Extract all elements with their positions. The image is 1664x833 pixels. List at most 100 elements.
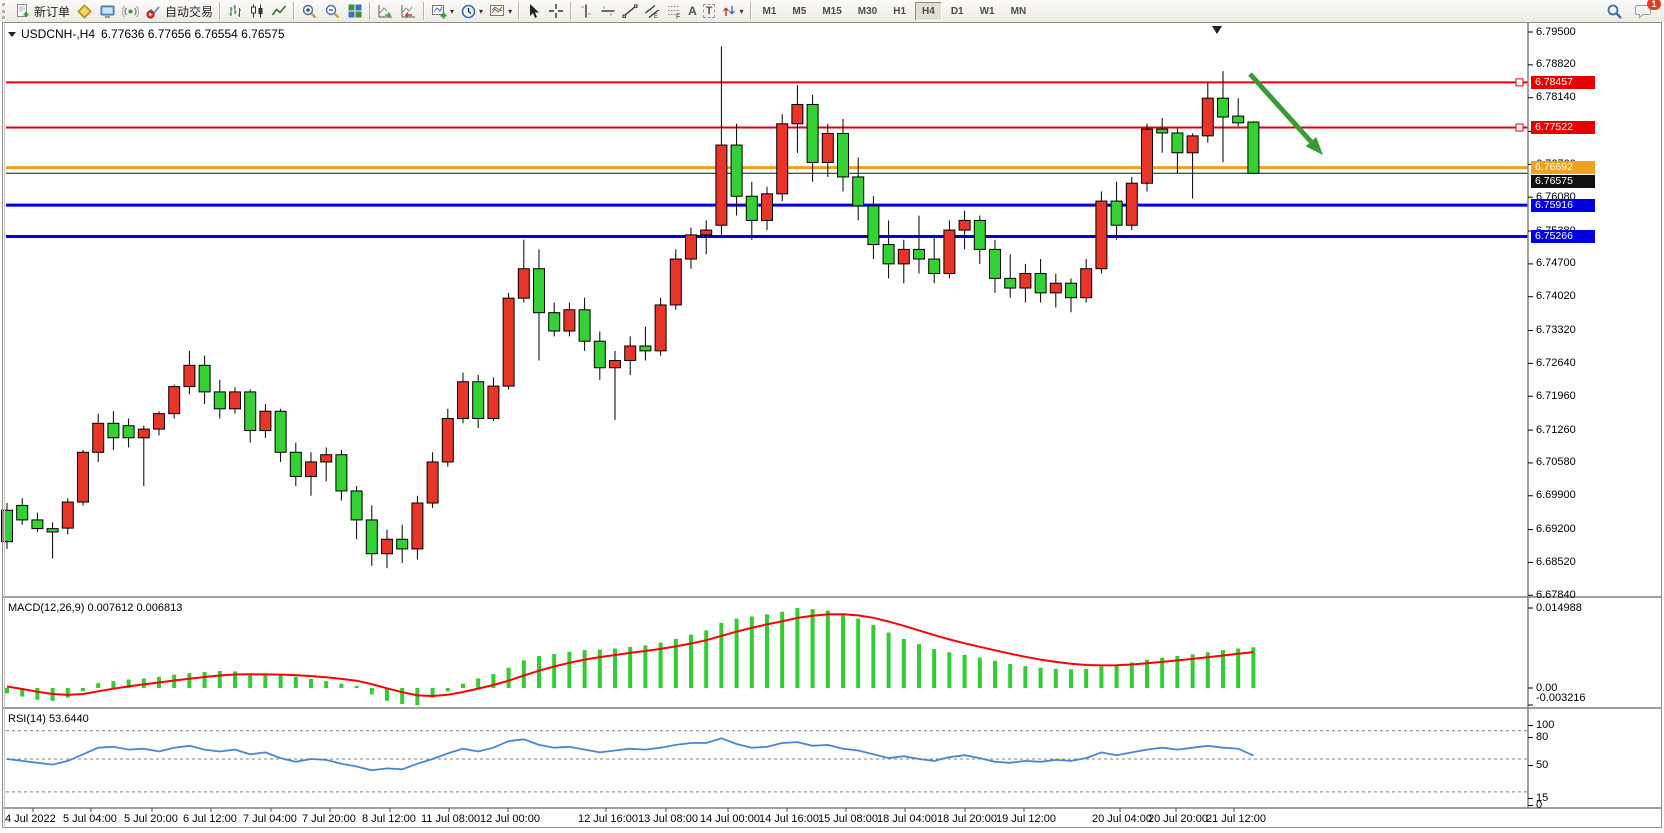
timeframe-button-m1[interactable]: M1 [762,5,777,17]
bar-chart-button[interactable] [224,1,246,21]
candle [472,381,485,419]
candle [837,132,849,178]
candle [700,229,713,236]
timeframe-button-m15[interactable]: M15 [822,5,842,17]
macd-signal-line [6,613,1254,698]
trendline-tool-button[interactable] [619,1,641,21]
search-button[interactable] [1603,1,1626,21]
price-tick-label: 6.74020 [1536,290,1576,303]
candle [153,413,165,430]
vertical-line-icon [581,4,592,18]
periods-button[interactable]: ▾ [457,1,486,21]
toolbar-separator [293,2,296,20]
indicators-button[interactable]: ▾ [428,1,457,21]
candle [639,345,652,352]
chart-shift-marker-icon[interactable] [1212,26,1222,34]
time-axis-label: 8 Jul 12:00 [362,813,416,825]
candle [548,312,561,332]
new-order-icon [17,4,29,17]
candle [168,386,181,415]
price-tick-label: 6.78820 [1536,58,1576,71]
line-handle[interactable] [1515,123,1524,132]
candle [502,297,515,387]
candle [1186,135,1199,154]
chart-shift-button[interactable] [397,1,420,21]
auto-trading-button[interactable]: 自动交易 [142,1,216,21]
line-handle[interactable] [1515,78,1524,87]
price-tick-label: 6.74700 [1536,257,1576,270]
candle [1049,282,1062,294]
new-order-button[interactable]: 新订单 [12,1,73,21]
candlestick-chart[interactable] [0,22,1664,833]
candle [365,519,378,555]
candle [776,123,789,195]
arrows-dropdown-icon[interactable]: ▾ [739,6,744,16]
cursor-icon [530,4,540,18]
indicators-icon [432,4,447,18]
one-click-trading-toggle-icon[interactable] [8,31,16,37]
toolbar-separator [749,2,752,20]
notifications-button[interactable]: 1 [1632,0,1661,21]
time-axis-label: 21 Jul 12:00 [1206,813,1266,825]
candle [761,193,773,221]
indicators-dropdown-icon[interactable]: ▾ [450,6,455,16]
horizontal-line-icon [601,6,615,16]
rsi-indicator-label: RSI(14) 53.6440 [8,713,89,725]
navigator-button[interactable] [96,1,119,21]
timeframe-button-m5[interactable]: M5 [792,5,807,17]
arrows-tool-button[interactable]: ▾ [718,1,746,21]
candle [335,454,348,492]
timeframe-button-d1[interactable]: D1 [950,5,964,17]
text-tool-button[interactable]: A [685,1,700,21]
macd-axis-label: 0.00 [1536,681,1558,694]
horizontal-line-tool-button[interactable] [597,1,619,21]
cursor-tool-button[interactable] [523,1,545,21]
tile-windows-icon [348,4,362,18]
candle [654,304,667,352]
zoom-in-button[interactable] [298,1,321,21]
macd-main-value: 0.007612 [87,602,134,614]
price-tick-label: 6.67840 [1536,588,1576,601]
chart-window[interactable]: 6.795006.788206.781406.774406.767606.760… [0,22,1664,833]
candlestick-chart-button[interactable] [246,1,268,21]
timeframe-button-m30[interactable]: M30 [857,5,878,17]
toolbar-separator [423,2,426,20]
auto-scroll-icon [378,4,393,18]
channel-tool-button[interactable]: E [641,1,663,21]
line-chart-button[interactable] [268,1,290,21]
fibonacci-tool-button[interactable]: F [663,1,685,21]
gold-icon [77,3,92,19]
crosshair-tool-button[interactable] [545,1,567,21]
candle [1019,273,1032,289]
market-watch-button[interactable] [73,1,96,21]
auto-scroll-button[interactable] [374,1,397,21]
signals-button[interactable] [119,1,142,21]
candle [517,268,530,299]
notification-badge: 1 [1647,0,1661,10]
time-axis-label: 14 Jul 00:00 [700,813,760,825]
text-label-tool-button[interactable]: T [700,1,719,21]
templates-dropdown-icon[interactable]: ▾ [508,6,513,16]
timeframe-button-mn[interactable]: MN [1010,5,1027,17]
candle [16,504,29,521]
candle [715,144,728,226]
tile-windows-button[interactable] [344,1,366,21]
time-axis-label: 20 Jul 04:00 [1092,813,1152,825]
periods-dropdown-icon[interactable]: ▾ [479,6,484,16]
macd-axis-label: 0.014988 [1536,601,1582,614]
vertical-line-tool-button[interactable] [575,1,597,21]
candle [426,461,439,504]
navigator-icon [100,5,115,18]
trendline-icon [622,4,638,18]
price-tick-label: 6.78140 [1536,91,1576,104]
time-axis-label: 12 Jul 16:00 [578,813,638,825]
timeframe-button-h4[interactable]: H4 [915,1,942,21]
zoom-out-button[interactable] [321,1,344,21]
timeframe-button-w1[interactable]: W1 [979,5,995,17]
candle [1217,97,1229,118]
trend-arrow[interactable] [1248,72,1313,144]
templates-button[interactable]: ▾ [486,1,515,21]
timeframe-button-h1[interactable]: H1 [893,5,907,17]
candle [989,248,1001,279]
time-axis-label: 7 Jul 04:00 [243,813,297,825]
